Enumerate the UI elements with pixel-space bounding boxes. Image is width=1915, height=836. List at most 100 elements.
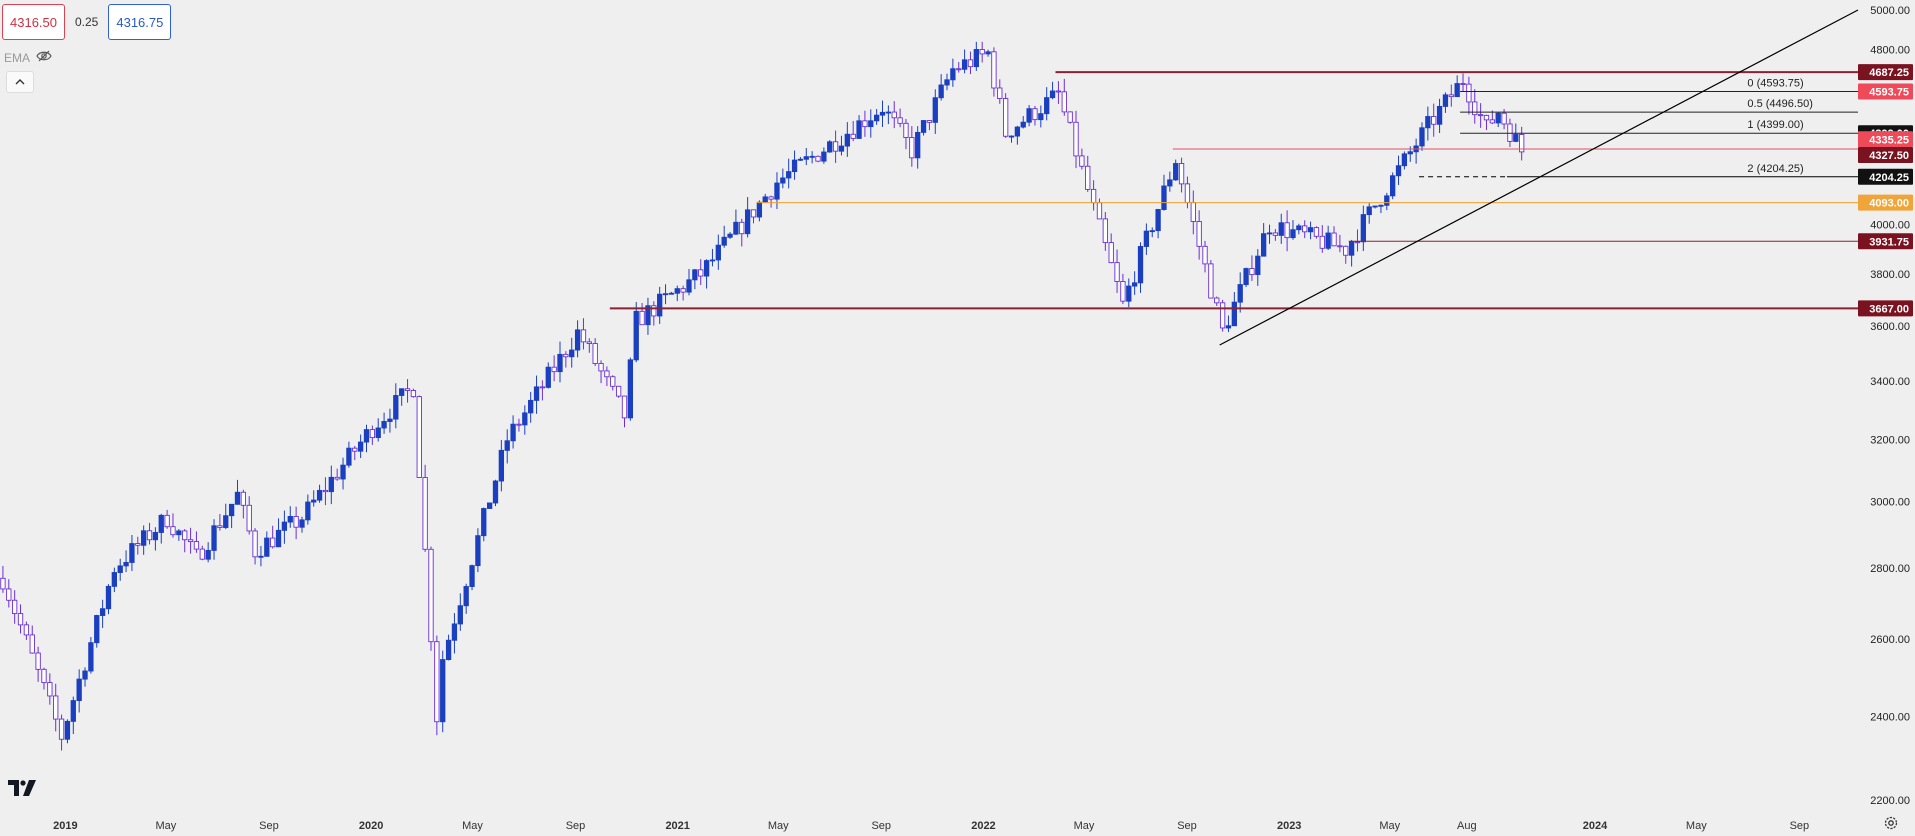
time-axis-label: May xyxy=(1379,820,1400,832)
candle-body xyxy=(862,120,868,128)
candle-body xyxy=(516,423,522,426)
candle-body xyxy=(885,111,892,114)
candle-body xyxy=(944,79,950,86)
time-axis-label: Sep xyxy=(1790,820,1810,832)
price-badge-label: 3931.75 xyxy=(1869,236,1909,248)
candle-body xyxy=(393,395,399,420)
candle-body xyxy=(1079,155,1085,167)
candle-body xyxy=(129,543,135,563)
price-badge xyxy=(1858,168,1913,185)
candle-body xyxy=(1231,301,1237,327)
candle-body xyxy=(293,515,299,528)
candle-body xyxy=(1067,111,1073,123)
candle-body xyxy=(135,543,141,546)
candle-body xyxy=(41,668,47,684)
candle-body xyxy=(287,515,293,523)
candle-body xyxy=(105,585,112,610)
price-badge-label: 4593.75 xyxy=(1869,87,1909,99)
candle-body xyxy=(152,532,159,541)
candle-body xyxy=(586,341,592,344)
candle-body xyxy=(903,122,909,138)
candle-body xyxy=(1284,222,1290,239)
price-axis-label: 2800.00 xyxy=(1870,563,1910,575)
bid-price-button[interactable]: 4316.50 xyxy=(2,4,65,40)
candle-body xyxy=(915,131,921,159)
time-axis: 2019 May Sep 2020 May Sep 2021 May Sep 2022 May Sep… xyxy=(53,820,1809,832)
candle-body xyxy=(528,399,534,414)
candle-body xyxy=(1219,302,1226,329)
candle-body xyxy=(228,503,235,517)
price-badge xyxy=(1858,146,1913,163)
candle-body xyxy=(615,385,622,397)
candle-body xyxy=(404,388,411,391)
candle-body xyxy=(1395,165,1402,177)
time-axis-label: Sep xyxy=(259,820,279,832)
candle-body xyxy=(809,155,815,158)
eye-slash-icon[interactable] xyxy=(36,50,52,65)
time-axis-label: 2023 xyxy=(1277,820,1301,832)
candle-body xyxy=(909,137,915,159)
collapse-legend-button[interactable] xyxy=(6,71,34,93)
candle-body xyxy=(1002,98,1009,137)
candle-body xyxy=(158,514,164,533)
spread-value: 0.25 xyxy=(75,15,99,29)
candle-body xyxy=(1126,285,1132,302)
price-badge xyxy=(1858,194,1913,211)
candle-body xyxy=(12,599,18,615)
candle-body xyxy=(580,329,587,343)
candle-body xyxy=(1407,151,1413,155)
candle-body xyxy=(1401,153,1408,167)
candle-body xyxy=(1190,202,1196,222)
candle-body xyxy=(873,114,880,122)
candle-body xyxy=(1436,105,1443,125)
settings-gear-icon[interactable] xyxy=(1883,815,1899,836)
candle-body xyxy=(223,515,229,528)
candle-body xyxy=(193,541,200,550)
candle-body xyxy=(592,343,598,364)
candle-body xyxy=(1431,116,1437,125)
candle-body xyxy=(1090,188,1097,204)
candle-body xyxy=(252,530,258,558)
candle-body xyxy=(727,233,733,238)
candle-body xyxy=(76,678,82,702)
candle-body xyxy=(569,349,575,358)
time-axis-label: May xyxy=(1074,820,1095,832)
candle-body xyxy=(991,51,997,89)
candle-body xyxy=(1266,232,1273,235)
candle-body xyxy=(780,177,786,184)
candle-body xyxy=(1495,112,1501,124)
candle-body xyxy=(1290,229,1296,239)
candle-body xyxy=(451,623,458,641)
candle-body xyxy=(791,159,798,173)
candle-body xyxy=(211,525,217,551)
candle-body xyxy=(58,718,65,740)
ask-price-button[interactable]: 4316.75 xyxy=(108,4,172,40)
ema-label[interactable]: EMA xyxy=(4,50,31,65)
candle-body xyxy=(322,489,329,493)
candle-body xyxy=(1378,204,1384,207)
candle-body xyxy=(1489,119,1495,124)
candle-body xyxy=(1366,206,1372,216)
candle-body xyxy=(70,700,76,722)
candle-body xyxy=(985,51,991,55)
price-badge xyxy=(1858,131,1913,148)
candle-body xyxy=(258,555,264,558)
candle-body xyxy=(146,530,153,541)
candle-body xyxy=(510,423,516,442)
candle-body xyxy=(1384,195,1390,206)
candle-body xyxy=(1390,175,1396,197)
candle-body xyxy=(399,388,405,396)
candle-body xyxy=(856,120,862,139)
candle-body xyxy=(1237,284,1243,303)
candle-body xyxy=(504,440,510,451)
candle-body xyxy=(123,561,129,567)
tradingview-logo[interactable] xyxy=(8,780,36,801)
candle-body xyxy=(639,310,645,326)
levels-layer: 0 (4593.75) 0.5 (4496.50) 1 (4399.00) 2 (42… xyxy=(609,9,1859,346)
candle-body xyxy=(1261,233,1267,257)
candle-body xyxy=(850,133,856,139)
candle-body xyxy=(1032,108,1038,121)
candle-body xyxy=(328,476,334,493)
time-axis-label: 2019 xyxy=(53,820,77,832)
